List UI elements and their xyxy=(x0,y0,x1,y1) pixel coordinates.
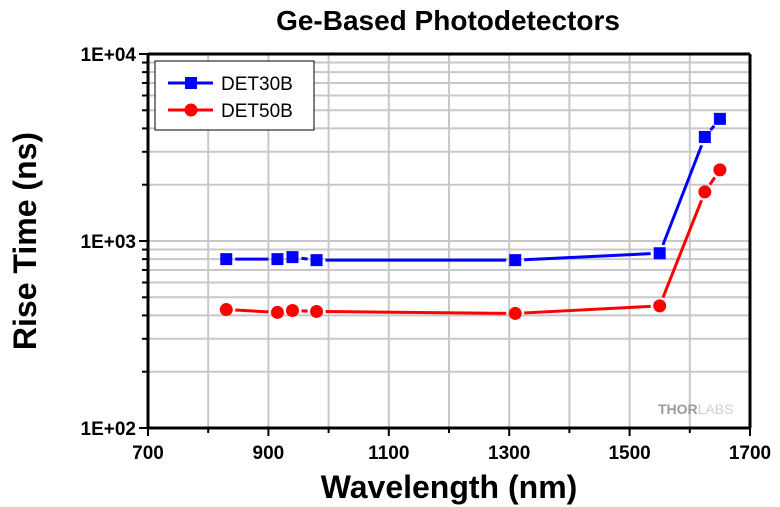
series-line-segment xyxy=(661,144,703,246)
data-point xyxy=(509,254,522,267)
data-point xyxy=(653,299,667,313)
series-line-segment xyxy=(708,176,717,186)
series-line-segment xyxy=(301,256,308,261)
data-point xyxy=(653,247,666,260)
y-tick-label: 1E+02 xyxy=(81,419,136,440)
chart-title: Ge-Based Photodetectors xyxy=(276,5,620,36)
x-tick-label: 1500 xyxy=(608,443,650,464)
legend-marker-square xyxy=(185,77,197,89)
data-point xyxy=(310,304,324,318)
data-point xyxy=(310,254,323,267)
x-tick-label: 900 xyxy=(253,443,285,464)
x-tick-label: 1100 xyxy=(368,443,409,464)
y-tick-label: 1E+04 xyxy=(81,45,137,66)
data-point xyxy=(698,130,711,143)
series-line-segment xyxy=(524,252,651,262)
svg-text:THORLABS: THORLABS xyxy=(658,401,733,417)
data-point xyxy=(713,112,726,125)
series-line-segment xyxy=(325,310,507,315)
watermark-dark: THOR xyxy=(658,401,698,417)
x-tick-label: 1700 xyxy=(729,443,771,464)
legend-box xyxy=(154,60,315,131)
data-point xyxy=(270,305,284,319)
x-tick-label: 1300 xyxy=(488,443,530,464)
series-det30b xyxy=(220,112,726,267)
y-axis-label: Rise Time (ns) xyxy=(7,132,43,350)
legend: DET30B DET50B xyxy=(154,60,315,131)
legend-label: DET30B xyxy=(221,74,293,95)
x-tick-label: 700 xyxy=(132,443,164,464)
data-point xyxy=(286,251,299,264)
series-line-segment xyxy=(235,308,269,314)
legend-item-det30b: DET30B xyxy=(168,74,293,95)
x-axis-label: Wavelength (nm) xyxy=(321,469,578,505)
series-line-segment xyxy=(524,304,651,315)
legend-marker-circle xyxy=(184,103,198,117)
ticks: 700 900 1100 1300 1500 1700 1E+02 1E+03 1E+04 xyxy=(81,45,772,464)
series-line-segment xyxy=(709,124,716,132)
legend-item-det50b: DET50B xyxy=(168,101,293,122)
data-point xyxy=(219,303,233,317)
data-point xyxy=(713,163,727,177)
data-point xyxy=(271,253,284,266)
series-layer xyxy=(219,112,727,320)
data-point xyxy=(508,306,522,320)
data-point xyxy=(285,303,299,317)
grid xyxy=(148,54,750,428)
data-point xyxy=(698,185,712,199)
thorlabs-watermark: THORLABS xyxy=(658,401,733,417)
y-tick-label: 1E+03 xyxy=(81,232,136,253)
watermark-light: LABS xyxy=(698,401,734,417)
series-det50b xyxy=(219,163,727,320)
series-line-segment xyxy=(661,199,703,299)
legend-label: DET50B xyxy=(221,101,293,122)
data-point xyxy=(220,253,233,266)
